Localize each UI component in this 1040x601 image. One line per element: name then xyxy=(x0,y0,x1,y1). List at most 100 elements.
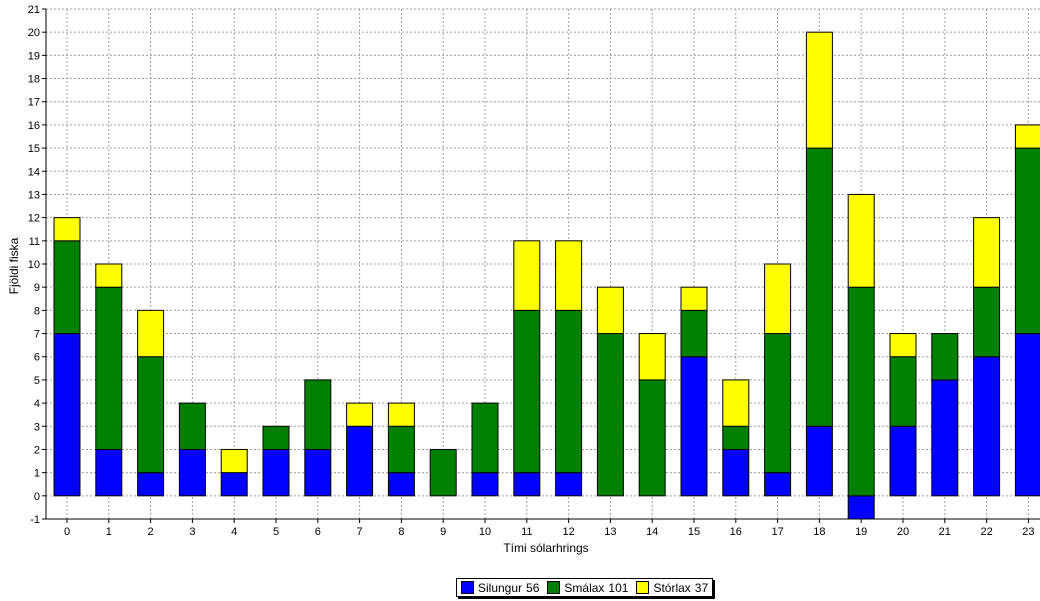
bar-segment-stórlax xyxy=(1014,124,1040,149)
y-tick-label: 9 xyxy=(34,282,40,294)
x-tick-label: 17 xyxy=(771,526,783,538)
bar-segment-smálax xyxy=(513,309,541,474)
x-tick-label: 4 xyxy=(231,526,237,538)
x-tick-label: 15 xyxy=(688,526,700,538)
bar-segment-smálax xyxy=(596,333,624,497)
bar-segment-silungur xyxy=(471,472,499,497)
bar-segment-silungur xyxy=(847,495,875,520)
bar-segment-silungur xyxy=(304,448,332,497)
y-tick-label: 19 xyxy=(28,50,40,62)
bar-segment-silungur xyxy=(555,472,583,497)
x-tick-label: 21 xyxy=(939,526,951,538)
x-tick-label: 3 xyxy=(189,526,195,538)
y-tick-label: 21 xyxy=(28,4,40,16)
bar-segment-smálax xyxy=(137,356,165,474)
bar-segment-smálax xyxy=(638,379,666,497)
legend-item: Stórlax 37 xyxy=(636,581,708,595)
bar-segment-silungur xyxy=(889,425,917,497)
bar-segment-stórlax xyxy=(847,193,875,288)
y-tick-label: 17 xyxy=(28,97,40,109)
bar-segment-silungur xyxy=(805,425,833,497)
bar-segment-stórlax xyxy=(680,286,708,311)
x-tick-label: 22 xyxy=(980,526,992,538)
y-tick-label: 11 xyxy=(29,236,40,248)
bar-segment-smálax xyxy=(53,240,81,335)
legend-swatch xyxy=(636,581,650,594)
bar-segment-stórlax xyxy=(889,333,917,358)
bar-segment-stórlax xyxy=(596,286,624,335)
x-tick-label: 20 xyxy=(897,526,909,538)
y-tick-label: 0 xyxy=(34,491,40,503)
y-tick-label: 20 xyxy=(28,27,40,39)
legend-item: Smálax 101 xyxy=(547,581,628,595)
bar-segment-stórlax xyxy=(555,240,583,311)
x-tick-label: 12 xyxy=(562,526,574,538)
x-tick-label: 10 xyxy=(479,526,491,538)
bar-segment-smálax xyxy=(973,286,1001,358)
bar-segment-silungur xyxy=(387,472,415,497)
y-axis-label: Fjöldi fiska xyxy=(7,237,21,294)
x-tick-label: 16 xyxy=(730,526,742,538)
bar-segment-smálax xyxy=(680,309,708,358)
bar-segment-smálax xyxy=(931,333,959,381)
bar-segment-stórlax xyxy=(220,448,248,474)
bar-segment-silungur xyxy=(137,472,165,497)
bar-segment-smálax xyxy=(178,402,206,450)
bar-segment-stórlax xyxy=(764,263,792,335)
axes xyxy=(42,8,1040,523)
y-tick-label: 16 xyxy=(28,120,40,132)
bar-segment-silungur xyxy=(513,472,541,497)
bar-segment-stórlax xyxy=(973,217,1001,288)
x-tick-label: 13 xyxy=(604,526,616,538)
y-tick-label: 8 xyxy=(34,305,40,317)
x-tick-label: 7 xyxy=(357,526,363,538)
legend-total: 56 xyxy=(526,580,540,595)
x-tick-label: 11 xyxy=(521,526,532,538)
bar-segment-silungur xyxy=(680,356,708,497)
bar-segment-silungur xyxy=(53,333,81,497)
legend-label: Stórlax xyxy=(653,580,691,595)
bar-segment-smálax xyxy=(262,425,290,450)
bar-segment-silungur xyxy=(178,448,206,497)
x-tick-label: 8 xyxy=(398,526,404,538)
bar-segment-stórlax xyxy=(95,263,123,288)
y-tick-label: 12 xyxy=(28,213,40,225)
x-tick-label: 2 xyxy=(148,526,154,538)
y-tick-label: 3 xyxy=(34,421,40,433)
legend: Silungur 56 Smálax 101 Stórlax 37 xyxy=(456,578,714,597)
bar-segment-silungur xyxy=(220,472,248,497)
x-tick-label: 14 xyxy=(646,526,658,538)
bar-segment-smálax xyxy=(764,333,792,474)
x-tick-label: 5 xyxy=(273,526,279,538)
bar-segment-stórlax xyxy=(722,379,750,427)
y-tick-label: 4 xyxy=(34,398,40,410)
y-tick-label: 5 xyxy=(34,375,40,387)
y-tick-label: 7 xyxy=(34,329,40,341)
bar-segment-silungur xyxy=(1014,333,1040,497)
y-tick-label: -1 xyxy=(30,514,40,526)
x-tick-label: 18 xyxy=(813,526,825,538)
bar-segment-silungur xyxy=(931,379,959,497)
x-axis-label: Tími sólarhrings xyxy=(503,541,588,555)
y-tick-label: 6 xyxy=(34,352,40,364)
y-tick-label: 10 xyxy=(28,259,40,271)
bar-segment-silungur xyxy=(346,425,374,497)
legend-label: Smálax xyxy=(564,580,605,595)
bar-segment-silungur xyxy=(764,472,792,497)
legend-total: 37 xyxy=(694,580,709,595)
bar-segment-smálax xyxy=(429,448,457,497)
bar-segment-stórlax xyxy=(53,217,81,242)
x-tick-label: 23 xyxy=(1022,526,1034,538)
x-tick-label: 9 xyxy=(440,526,446,538)
y-tick-label: 14 xyxy=(28,166,40,178)
x-tick-label: 1 xyxy=(106,526,112,538)
bar-segment-smálax xyxy=(471,402,499,474)
x-tick-label: 6 xyxy=(315,526,321,538)
bar-segment-smálax xyxy=(387,425,415,474)
x-tick-labels: 0 1 2 3 4 5 6 7 8 9 10 11 12 13 14 15 16 17 18 19 20 21 22 23 xyxy=(64,526,1035,538)
bar-segment-stórlax xyxy=(638,333,666,381)
bar-segment-smálax xyxy=(555,309,583,474)
bar-segment-smálax xyxy=(722,425,750,450)
